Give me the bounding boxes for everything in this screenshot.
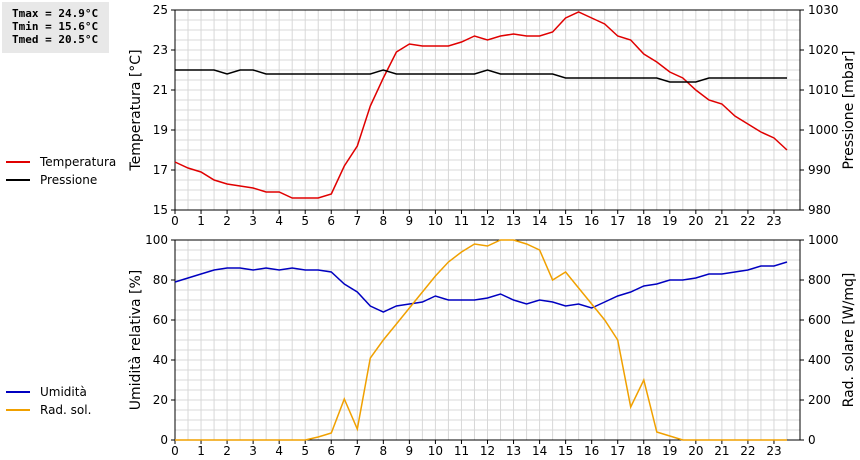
x-tick-label: 10 xyxy=(428,444,443,458)
legend-label: Pressione xyxy=(40,173,98,187)
y2-tick-label: 990 xyxy=(808,163,831,177)
y2-tick-label: 200 xyxy=(808,393,831,407)
x-tick-label: 18 xyxy=(636,214,651,228)
x-tick-label: 5 xyxy=(301,214,309,228)
x-tick-label: 22 xyxy=(740,214,755,228)
x-tick-label: 0 xyxy=(171,214,179,228)
x-tick-label: 4 xyxy=(275,214,283,228)
tmed-text: Tmed = 20.5°C xyxy=(12,33,99,46)
y2-axis-label: Pressione [mbar] xyxy=(841,50,857,169)
x-tick-label: 9 xyxy=(406,214,414,228)
x-tick-label: 8 xyxy=(380,444,388,458)
x-tick-label: 2 xyxy=(223,444,231,458)
tmin-text: Tmin = 15.6°C xyxy=(12,20,99,33)
y-tick-label: 25 xyxy=(153,3,168,17)
y2-axis-label: Rad. solare [W/mq] xyxy=(841,273,857,408)
legend-item-temperatura: Temperatura xyxy=(6,153,116,171)
x-tick-label: 16 xyxy=(584,444,599,458)
y-tick-label: 40 xyxy=(153,353,168,367)
y2-tick-label: 1020 xyxy=(808,43,839,57)
y2-tick-label: 1000 xyxy=(808,233,839,247)
y2-tick-label: 1000 xyxy=(808,123,839,137)
y2-tick-label: 800 xyxy=(808,273,831,287)
x-tick-label: 11 xyxy=(454,444,469,458)
x-tick-label: 5 xyxy=(301,444,309,458)
x-tick-label: 1 xyxy=(197,214,205,228)
x-tick-label: 19 xyxy=(662,444,677,458)
x-tick-label: 20 xyxy=(688,214,703,228)
y2-tick-label: 1010 xyxy=(808,83,839,97)
x-tick-label: 0 xyxy=(171,444,179,458)
x-tick-label: 11 xyxy=(454,214,469,228)
series-line-umidit- xyxy=(174,261,788,313)
x-tick-label: 17 xyxy=(610,214,625,228)
x-tick-label: 9 xyxy=(406,444,414,458)
y2-tick-label: 1030 xyxy=(808,3,839,17)
stats-box: Tmax = 24.9°C Tmin = 15.6°C Tmed = 20.5°… xyxy=(2,2,109,53)
x-tick-label: 23 xyxy=(766,444,781,458)
y-tick-label: 17 xyxy=(153,163,168,177)
x-tick-label: 14 xyxy=(532,444,547,458)
legend-swatch xyxy=(6,179,30,181)
x-tick-label: 1 xyxy=(197,444,205,458)
x-tick-label: 15 xyxy=(558,214,573,228)
legend-swatch xyxy=(6,391,30,393)
tmax-text: Tmax = 24.9°C xyxy=(12,7,99,20)
x-tick-label: 6 xyxy=(327,214,335,228)
x-tick-label: 4 xyxy=(275,444,283,458)
legend-item-rad-sol: Rad. sol. xyxy=(6,401,91,419)
x-tick-label: 16 xyxy=(584,214,599,228)
y-tick-label: 80 xyxy=(153,273,168,287)
legend-top: Temperatura Pressione xyxy=(6,153,116,189)
x-tick-label: 19 xyxy=(662,214,677,228)
x-tick-label: 13 xyxy=(506,214,521,228)
legend-item-umidita: Umidità xyxy=(6,383,91,401)
y-tick-label: 19 xyxy=(153,123,168,137)
x-tick-label: 12 xyxy=(480,214,495,228)
x-tick-label: 18 xyxy=(636,444,651,458)
x-tick-label: 23 xyxy=(766,214,781,228)
y2-tick-label: 600 xyxy=(808,313,831,327)
x-tick-label: 3 xyxy=(249,444,257,458)
x-tick-label: 12 xyxy=(480,444,495,458)
legend-label: Rad. sol. xyxy=(40,403,92,417)
legend-label: Umidità xyxy=(40,385,87,399)
y2-tick-label: 980 xyxy=(808,203,831,217)
x-tick-label: 10 xyxy=(428,214,443,228)
x-tick-label: 7 xyxy=(353,444,361,458)
x-tick-label: 8 xyxy=(380,214,388,228)
y-tick-label: 23 xyxy=(153,43,168,57)
y-tick-label: 15 xyxy=(153,203,168,217)
x-tick-label: 22 xyxy=(740,444,755,458)
legend-label: Temperatura xyxy=(40,155,117,169)
x-tick-label: 21 xyxy=(714,214,729,228)
legend-item-pressione: Pressione xyxy=(6,171,116,189)
legend-swatch xyxy=(6,409,30,411)
y-axis-label: Temperatura [°C] xyxy=(128,49,144,171)
y-tick-label: 21 xyxy=(153,83,168,97)
y-tick-label: 100 xyxy=(145,233,168,247)
legend-swatch xyxy=(6,161,30,163)
y2-tick-label: 0 xyxy=(808,433,816,447)
x-tick-label: 20 xyxy=(688,444,703,458)
x-tick-label: 2 xyxy=(223,214,231,228)
x-tick-label: 21 xyxy=(714,444,729,458)
x-tick-label: 13 xyxy=(506,444,521,458)
y-axis-label: Umidità relativa [%] xyxy=(128,270,144,411)
y2-tick-label: 400 xyxy=(808,353,831,367)
series-line-temperatura xyxy=(174,11,788,199)
x-tick-label: 7 xyxy=(353,214,361,228)
x-tick-label: 17 xyxy=(610,444,625,458)
x-tick-label: 3 xyxy=(249,214,257,228)
series-line-rad-sol- xyxy=(175,239,787,441)
x-tick-label: 14 xyxy=(532,214,547,228)
x-tick-label: 15 xyxy=(558,444,573,458)
series-line-pressione xyxy=(175,69,787,83)
legend-bottom: Umidità Rad. sol. xyxy=(6,383,91,419)
y-tick-label: 60 xyxy=(153,313,168,327)
y-tick-label: 20 xyxy=(153,393,168,407)
x-tick-label: 6 xyxy=(327,444,335,458)
y-tick-label: 0 xyxy=(160,433,168,447)
